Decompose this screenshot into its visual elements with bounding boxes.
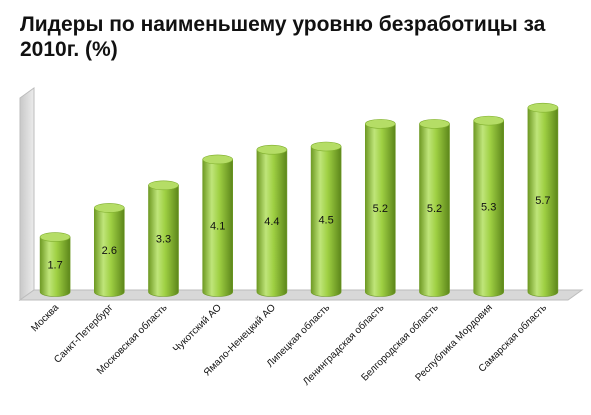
data-label: 4.5: [318, 214, 333, 226]
bar-body: [310, 146, 342, 297]
bar-1: [39, 232, 71, 297]
data-label: 1.7: [47, 260, 62, 272]
bar-3: [148, 180, 179, 297]
bar-body: [202, 159, 233, 297]
bar-9: [473, 115, 505, 297]
bar-top: [39, 232, 71, 242]
data-label: 5.2: [427, 203, 442, 215]
bar-8: [419, 119, 450, 297]
bars-layer: [39, 102, 559, 297]
bar-4: [202, 154, 233, 297]
bar-body: [94, 207, 125, 297]
bar-body: [527, 107, 559, 297]
data-label: 5.3: [481, 201, 496, 213]
bar-body: [148, 185, 179, 297]
category-label: Чукотский АО: [171, 302, 224, 355]
data-label: 3.3: [156, 234, 171, 246]
bar-body: [365, 123, 396, 297]
bar-top: [310, 141, 342, 152]
bar-body: [39, 236, 71, 297]
data-label: 5.7: [535, 195, 550, 207]
bar-top: [148, 180, 179, 191]
data-label: 4.1: [210, 221, 225, 233]
category-label: Москва: [29, 302, 61, 334]
bar-10: [527, 102, 559, 297]
bar-body: [256, 149, 288, 297]
data-label: 2.6: [102, 245, 117, 257]
chart-side-wall: [19, 87, 35, 301]
bar-2: [94, 203, 125, 297]
chart-title: Лидеры по наименьшему уровню безработицы…: [20, 13, 546, 61]
data-label: 4.4: [264, 216, 279, 228]
bar-top: [473, 115, 505, 126]
bar-top: [202, 154, 233, 165]
category-label: Санкт-Петербург: [51, 301, 115, 365]
bar-6: [310, 141, 342, 297]
bar-5: [256, 144, 288, 297]
bar-top: [419, 119, 450, 129]
bar-top: [256, 144, 288, 155]
bar-body: [419, 123, 450, 297]
bar-top: [364, 119, 396, 129]
bar-top: [527, 102, 559, 113]
bar-top: [94, 203, 125, 213]
data-label: 5.2: [373, 203, 388, 215]
bar-7: [364, 119, 396, 297]
bar-body: [473, 120, 504, 297]
